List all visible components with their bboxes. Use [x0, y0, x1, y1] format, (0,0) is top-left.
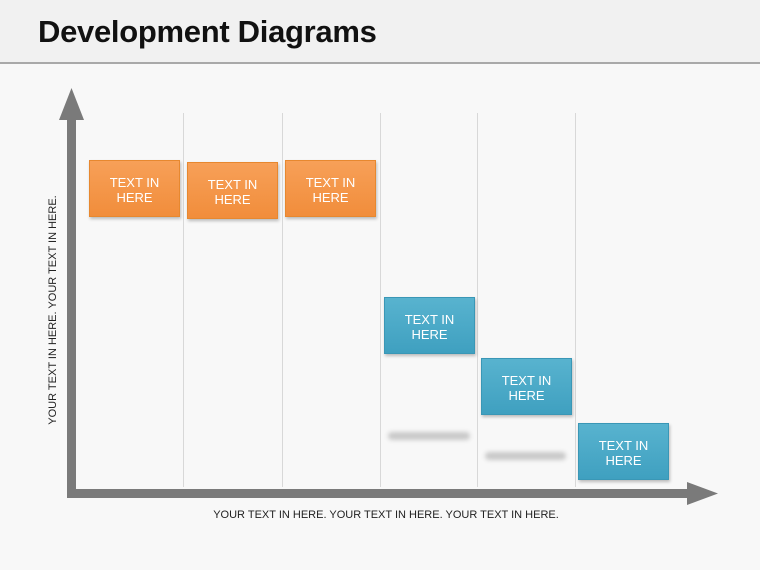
- x-axis-label: YOUR TEXT IN HERE. YOUR TEXT IN HERE. YO…: [213, 509, 559, 521]
- x-axis-arrowhead: [687, 482, 718, 505]
- y-axis-arrowhead: [59, 88, 84, 120]
- step-box-3: TEXT IN HERE: [285, 160, 376, 217]
- step-box-5: TEXT IN HERE: [481, 358, 572, 415]
- step-box-6: TEXT IN HERE: [578, 423, 669, 480]
- step-shadow: [485, 452, 566, 460]
- header-bar: Development Diagrams: [0, 0, 760, 64]
- step-shadow: [388, 432, 470, 440]
- step-box-2: TEXT IN HERE: [187, 162, 278, 219]
- grid-line: [282, 113, 283, 487]
- step-box-4: TEXT IN HERE: [384, 297, 475, 354]
- x-axis-shaft: [67, 489, 693, 498]
- grid-line: [575, 113, 576, 487]
- grid-line: [183, 113, 184, 487]
- step-box-1: TEXT IN HERE: [89, 160, 180, 217]
- page-title: Development Diagrams: [38, 14, 377, 49]
- y-axis-label: YOUR TEXT IN HERE. YOUR TEXT IN HERE.: [47, 195, 59, 425]
- grid-line: [477, 113, 478, 487]
- grid-line: [380, 113, 381, 487]
- y-axis-shaft: [67, 118, 76, 498]
